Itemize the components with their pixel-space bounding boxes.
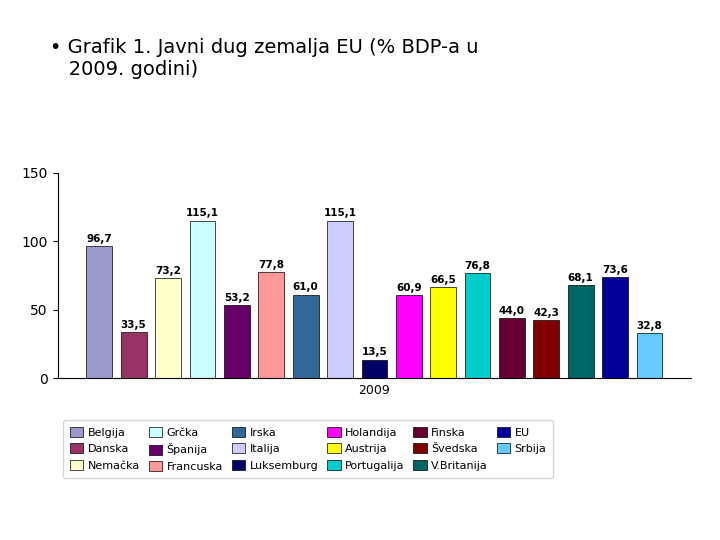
Text: 77,8: 77,8 bbox=[258, 260, 284, 269]
Bar bbox=[86, 246, 112, 378]
Bar bbox=[189, 220, 215, 378]
Bar bbox=[156, 278, 181, 378]
Bar bbox=[534, 320, 559, 378]
Bar bbox=[464, 273, 490, 378]
Bar bbox=[258, 272, 284, 378]
Text: 66,5: 66,5 bbox=[431, 275, 456, 285]
Text: 96,7: 96,7 bbox=[86, 234, 112, 244]
Bar bbox=[568, 285, 593, 378]
Text: 115,1: 115,1 bbox=[186, 208, 219, 219]
Bar bbox=[431, 287, 456, 378]
Text: 76,8: 76,8 bbox=[464, 261, 490, 271]
Text: 115,1: 115,1 bbox=[323, 208, 356, 219]
Bar bbox=[327, 220, 353, 378]
Text: 60,9: 60,9 bbox=[396, 282, 422, 293]
X-axis label: 2009: 2009 bbox=[359, 383, 390, 396]
Text: 73,6: 73,6 bbox=[602, 265, 628, 275]
Text: 44,0: 44,0 bbox=[499, 306, 525, 316]
Text: • Grafik 1. Javni dug zemalja EU (% BDP-a u
   2009. godini): • Grafik 1. Javni dug zemalja EU (% BDP-… bbox=[50, 38, 479, 79]
Text: 32,8: 32,8 bbox=[636, 321, 662, 331]
Bar bbox=[602, 278, 628, 378]
Text: 42,3: 42,3 bbox=[534, 308, 559, 318]
Text: 53,2: 53,2 bbox=[224, 293, 250, 303]
Text: 13,5: 13,5 bbox=[361, 347, 387, 357]
Bar bbox=[293, 294, 318, 378]
Bar bbox=[121, 332, 147, 378]
Text: 61,0: 61,0 bbox=[293, 282, 318, 293]
Bar bbox=[361, 360, 387, 378]
Bar bbox=[636, 333, 662, 378]
Bar bbox=[396, 295, 422, 378]
Text: 73,2: 73,2 bbox=[155, 266, 181, 276]
Bar bbox=[499, 318, 525, 378]
Text: 68,1: 68,1 bbox=[568, 273, 593, 283]
Legend: Belgija, Danska, Nemačka, Grčka, Španija, Francuska, Irska, Italija, Luksemburg,: Belgija, Danska, Nemačka, Grčka, Španija… bbox=[63, 421, 553, 478]
Text: 33,5: 33,5 bbox=[121, 320, 147, 330]
Bar bbox=[224, 305, 250, 378]
